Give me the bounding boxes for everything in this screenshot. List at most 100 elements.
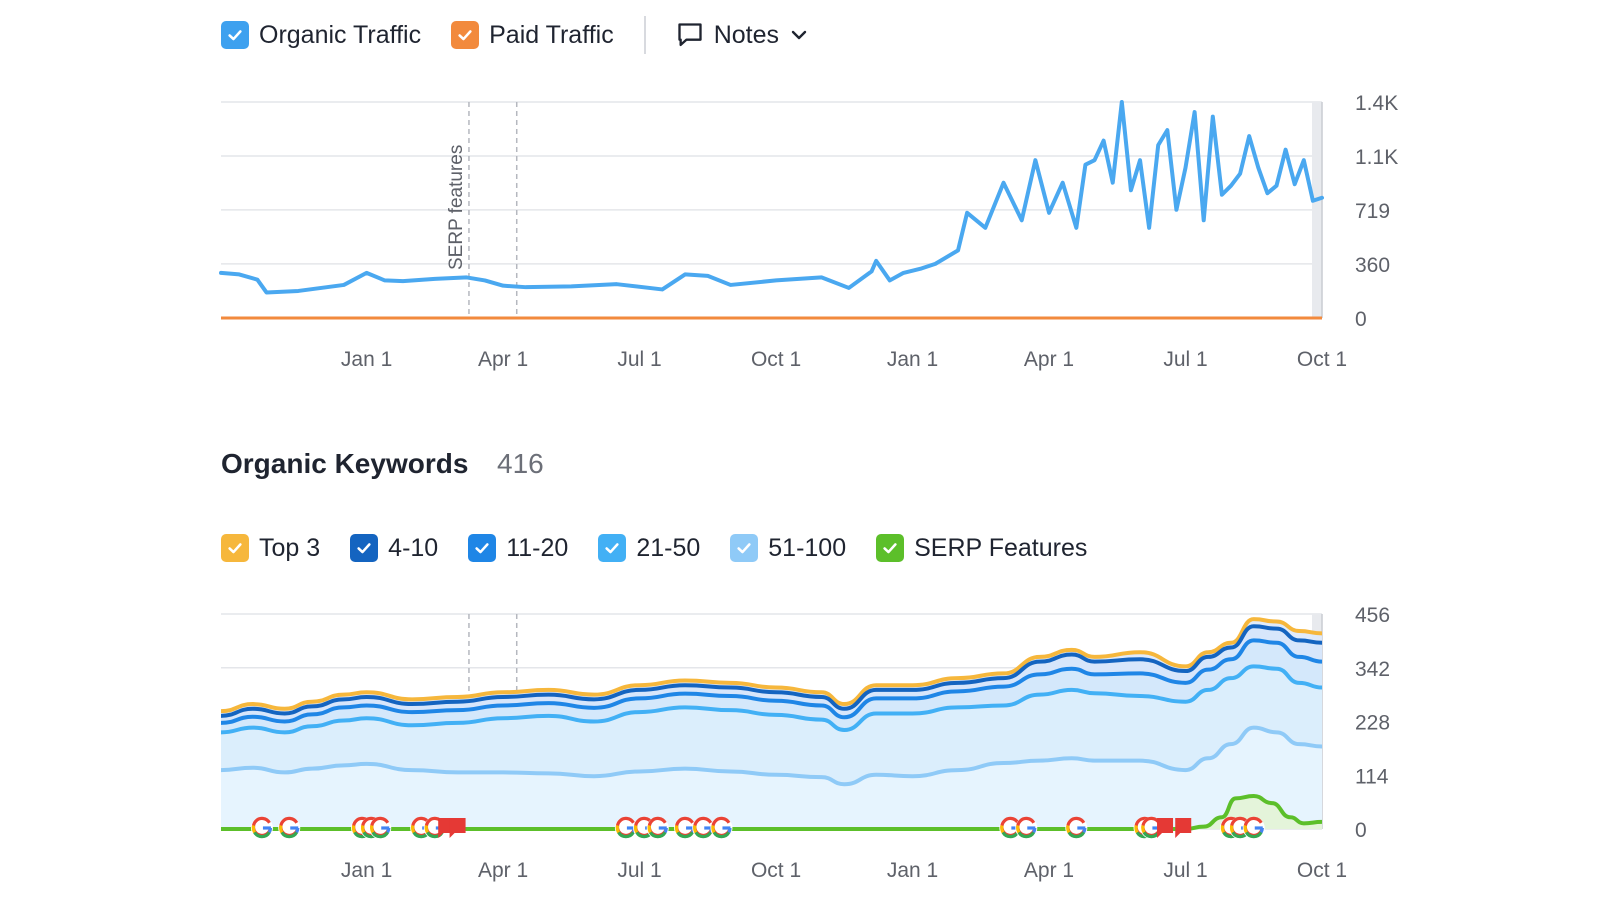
check-icon bbox=[357, 543, 371, 554]
legend-label: Top 3 bbox=[259, 533, 321, 562]
area-top-3 bbox=[221, 619, 1322, 829]
google-update-icon bbox=[423, 816, 446, 839]
area-4-10 bbox=[221, 626, 1322, 829]
incomplete-period-band bbox=[1312, 614, 1322, 829]
chart-frame: 0 360 719 1.1K 1.4K Jan 1 Apr 1 Jul 1 Oct 1 Jan 1… bbox=[221, 92, 1398, 371]
traffic-legend: Organic Traffic Paid Traffic Notes bbox=[221, 16, 809, 54]
flag-icon bbox=[1157, 818, 1174, 838]
line-51-100 bbox=[220, 725, 1323, 787]
check-icon bbox=[228, 30, 242, 41]
top-3-checkbox[interactable] bbox=[221, 534, 249, 562]
keywords-legend: Top 3 4-10 11-20 21-50 51-100 SERP Features bbox=[221, 529, 1117, 567]
x-tick-label: Apr 1 bbox=[478, 859, 528, 882]
google-update-icon bbox=[1220, 816, 1243, 839]
21-50-checkbox[interactable] bbox=[598, 534, 627, 562]
organic-traffic-label: Organic Traffic bbox=[259, 20, 422, 49]
legend-item-top-3[interactable]: Top 3 bbox=[221, 534, 320, 563]
x-tick-label: Apr 1 bbox=[1024, 859, 1074, 882]
line-21-50 bbox=[220, 664, 1323, 735]
y-tick-label: 1.1K bbox=[1355, 146, 1398, 169]
y-tick-label: 342 bbox=[1355, 658, 1390, 681]
4-10-checkbox[interactable] bbox=[350, 534, 379, 562]
flag-icon bbox=[449, 818, 466, 838]
51-100-checkbox[interactable] bbox=[730, 534, 759, 562]
check-icon bbox=[737, 543, 751, 554]
y-tick-label: 0 bbox=[1355, 819, 1367, 842]
google-update-icon bbox=[1065, 816, 1088, 839]
organic-traffic-checkbox[interactable] bbox=[221, 21, 249, 49]
organic-traffic-line bbox=[219, 100, 1324, 295]
google-update-icon bbox=[633, 816, 656, 839]
paid-traffic-label: Paid Traffic bbox=[489, 20, 614, 49]
check-icon bbox=[228, 543, 242, 554]
google-update-icon bbox=[360, 816, 383, 839]
google-update-icon bbox=[646, 816, 669, 839]
legend-label: 4-10 bbox=[388, 533, 439, 562]
legend-item-4-10[interactable]: 4-10 bbox=[350, 534, 438, 563]
google-update-icon bbox=[1015, 816, 1038, 839]
notes-dropdown[interactable]: Notes bbox=[676, 21, 809, 50]
x-tick-label: Jan 1 bbox=[341, 859, 392, 882]
google-update-icon bbox=[410, 816, 433, 839]
line-serp-features bbox=[221, 793, 1323, 831]
google-update-icon bbox=[999, 816, 1022, 839]
legend-item-51-100[interactable]: 51-100 bbox=[730, 534, 846, 563]
google-update-icon bbox=[674, 816, 697, 839]
google-update-icon bbox=[278, 816, 301, 839]
x-tick-label: Jul 1 bbox=[1163, 348, 1207, 371]
legend-item-21-50[interactable]: 21-50 bbox=[598, 534, 700, 563]
organic-keywords-count: 416 bbox=[497, 448, 544, 479]
x-tick-label: Jan 1 bbox=[341, 348, 392, 371]
chevron-down-icon bbox=[791, 30, 807, 40]
check-icon bbox=[475, 543, 489, 554]
area-21-50 bbox=[221, 666, 1322, 829]
x-tick-label: Jul 1 bbox=[1163, 859, 1207, 882]
line-11-20 bbox=[220, 638, 1323, 725]
legend-label: SERP Features bbox=[914, 533, 1088, 562]
comment-icon bbox=[678, 23, 702, 47]
paid-traffic-toggle[interactable]: Paid Traffic bbox=[451, 21, 614, 50]
legend-item-serp-features[interactable]: SERP Features bbox=[876, 534, 1087, 563]
google-update-icon bbox=[1229, 816, 1252, 839]
google-update-icon bbox=[1133, 816, 1156, 839]
y-tick-label: 114 bbox=[1355, 765, 1389, 788]
11-20-checkbox[interactable] bbox=[468, 534, 497, 562]
google-update-icon bbox=[1242, 816, 1265, 839]
check-icon bbox=[883, 543, 897, 554]
flag-icon bbox=[1175, 818, 1192, 838]
x-tick-label: Jul 1 bbox=[617, 348, 661, 371]
x-tick-label: Jan 1 bbox=[887, 348, 938, 371]
google-update-icon bbox=[614, 816, 637, 839]
chart-frame: 0 114 228 342 456 Jan 1 Apr 1 Jul 1 Oct 1 Jan 1 Ap… bbox=[221, 604, 1390, 882]
y-tick-label: 719 bbox=[1355, 200, 1390, 223]
legend-label: 11-20 bbox=[506, 533, 569, 562]
x-tick-label: Jul 1 bbox=[617, 859, 661, 882]
google-update-icon bbox=[351, 816, 374, 839]
legend-item-11-20[interactable]: 11-20 bbox=[468, 534, 568, 563]
x-tick-label: Oct 1 bbox=[1297, 348, 1347, 371]
incomplete-period-band bbox=[1312, 102, 1322, 318]
x-tick-label: Oct 1 bbox=[751, 348, 801, 371]
check-icon bbox=[458, 30, 472, 41]
y-tick-label: 228 bbox=[1355, 712, 1390, 735]
y-tick-label: 0 bbox=[1355, 308, 1367, 331]
legend-label: 21-50 bbox=[636, 533, 701, 562]
x-tick-label: Jan 1 bbox=[887, 859, 938, 882]
google-update-icon bbox=[710, 816, 733, 839]
legend-divider bbox=[643, 16, 646, 54]
x-tick-label: Apr 1 bbox=[478, 348, 528, 371]
line-4-10 bbox=[220, 624, 1323, 718]
legend-label: 51-100 bbox=[768, 533, 847, 562]
organic-keywords-title: Organic Keywords bbox=[221, 448, 469, 479]
flag-icon bbox=[438, 818, 455, 838]
google-update-icon bbox=[692, 816, 715, 839]
serp-features-checkbox[interactable] bbox=[876, 534, 905, 562]
google-update-icon bbox=[369, 816, 392, 839]
x-tick-label: Apr 1 bbox=[1024, 348, 1074, 371]
y-tick-label: 360 bbox=[1355, 254, 1390, 277]
google-update-icon bbox=[250, 816, 273, 839]
paid-traffic-checkbox[interactable] bbox=[451, 21, 480, 49]
organic-traffic-toggle[interactable]: Organic Traffic bbox=[221, 21, 421, 50]
serp-features-annotation: SERP features bbox=[446, 145, 467, 270]
x-tick-label: Oct 1 bbox=[1297, 859, 1347, 882]
